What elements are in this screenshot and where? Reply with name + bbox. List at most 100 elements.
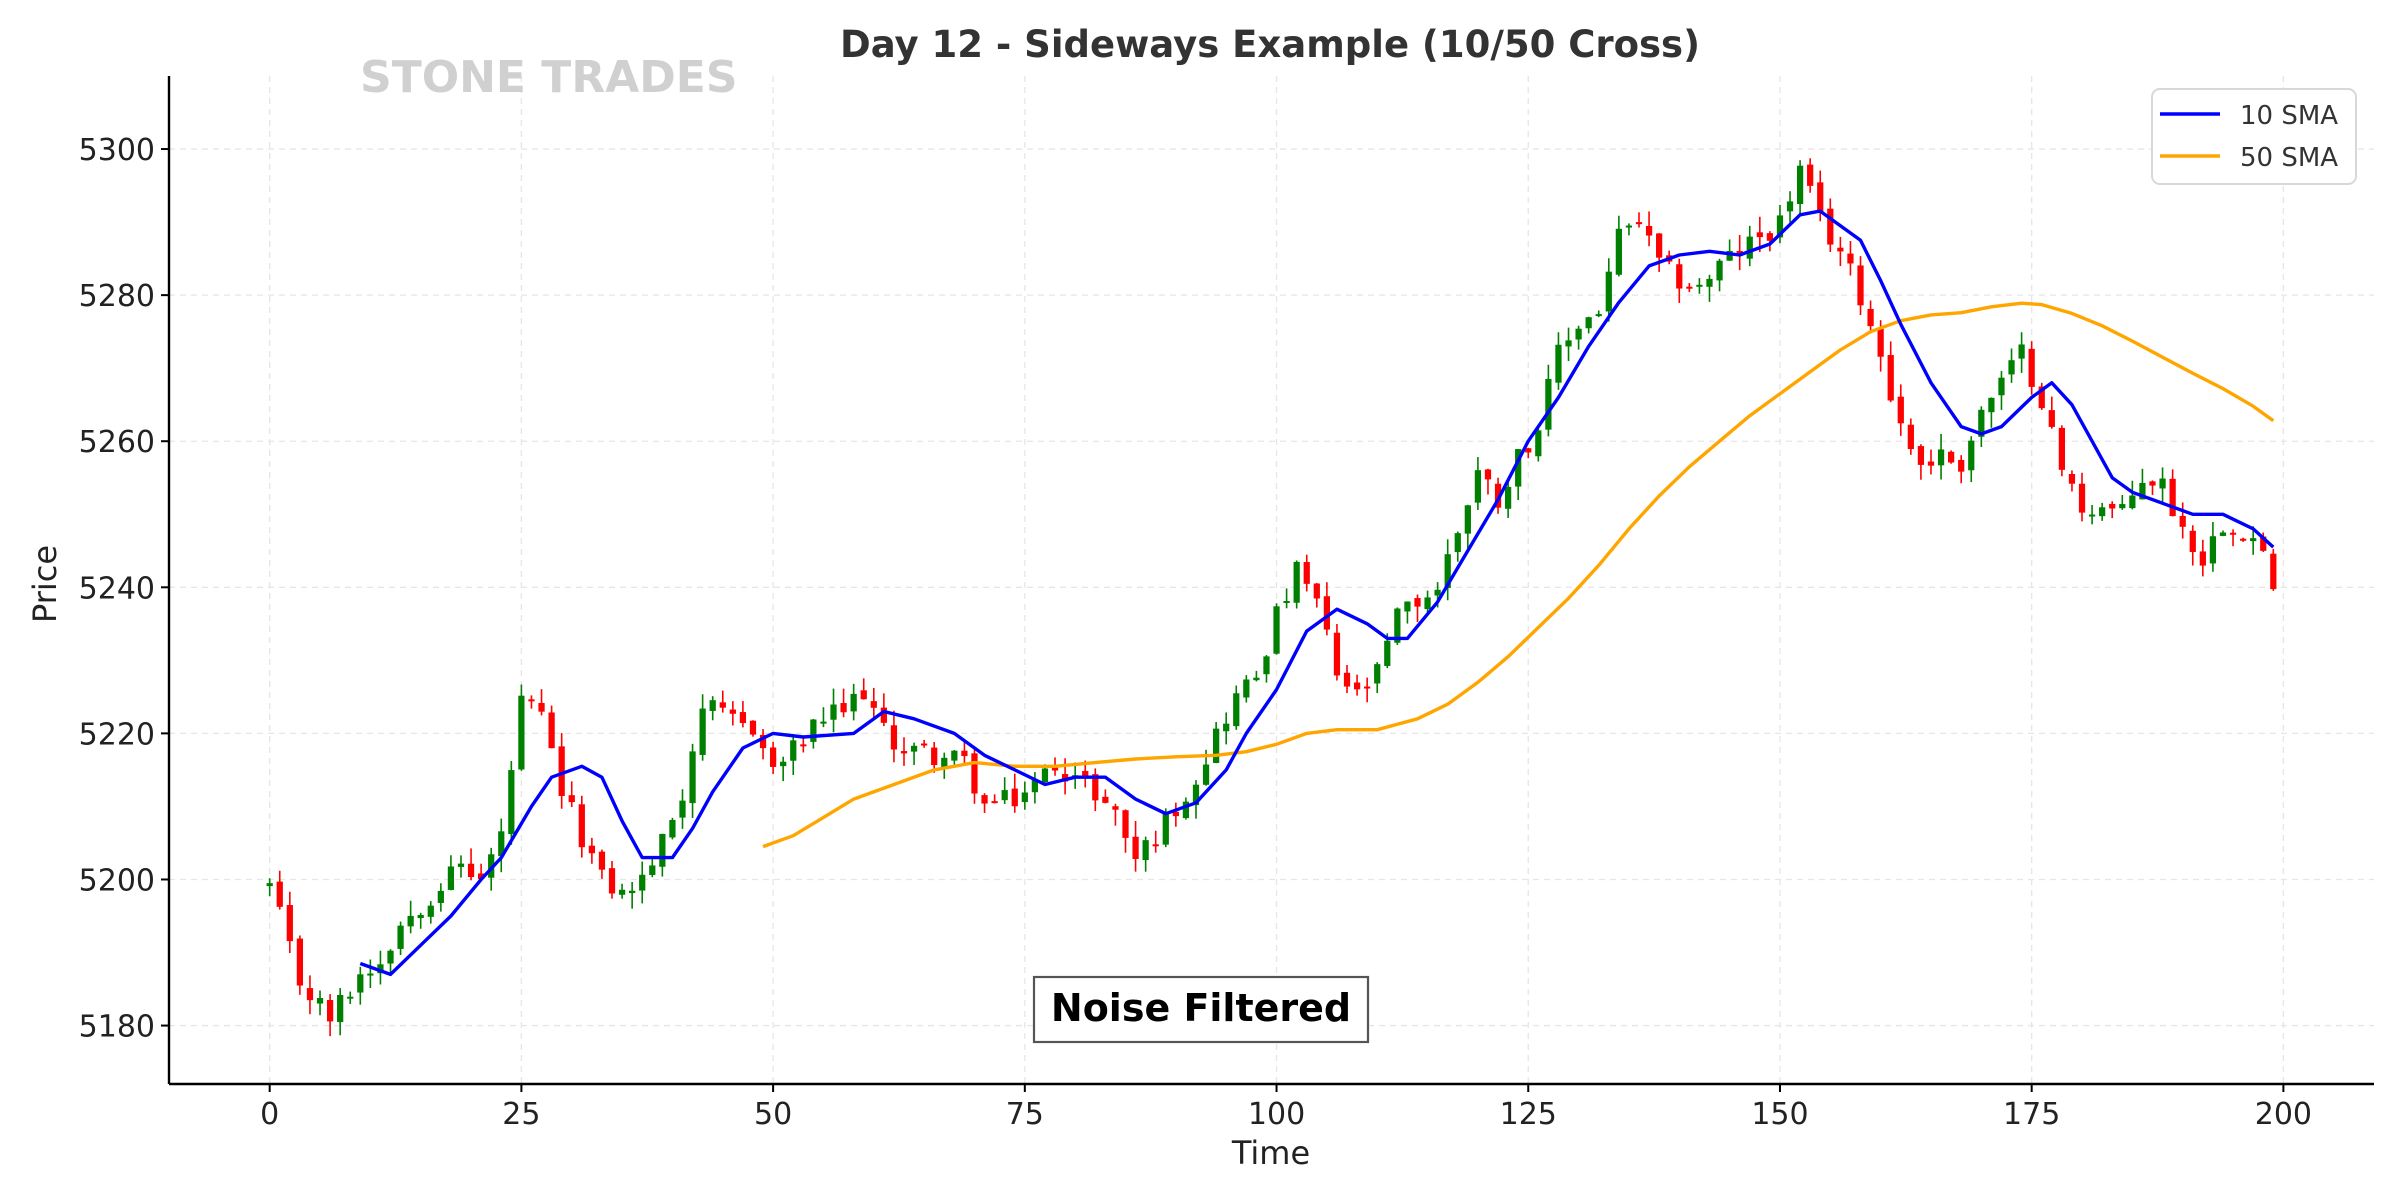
candle-up [820, 721, 827, 724]
candle-down [306, 988, 314, 1001]
candle-down [1887, 355, 1894, 401]
candle-up [1454, 533, 1461, 553]
candle-up [1384, 640, 1391, 666]
candle-down [1867, 308, 1874, 327]
candle-down [578, 804, 585, 848]
candle-down [286, 905, 293, 942]
candle-up [2209, 536, 2217, 564]
candle-up [1937, 449, 1945, 466]
candle-up [1192, 784, 1200, 806]
candle-up [518, 695, 525, 770]
candle-down [961, 750, 968, 757]
candle-up [1565, 340, 1572, 347]
candle-up [910, 745, 918, 752]
candle-up [1706, 278, 1713, 287]
candle-up [508, 770, 515, 835]
candle-down [759, 734, 767, 749]
x-tick-label: 75 [1006, 1097, 1044, 1132]
candle-up [2099, 507, 2106, 517]
candle-down [2058, 427, 2065, 470]
candle-up [1746, 236, 1753, 259]
candle-up [2139, 482, 2146, 500]
candle-up [1998, 377, 2005, 396]
candle-down [1414, 598, 1421, 607]
candle-up [488, 854, 495, 878]
candle-down [1525, 448, 1532, 453]
candle-up [1585, 317, 1592, 329]
candle-up [1263, 656, 1270, 675]
candle-down [1917, 446, 1925, 465]
candle-down [1011, 788, 1018, 807]
candle-down [1656, 233, 1663, 258]
candle-up [2219, 532, 2227, 536]
candle-up [2159, 478, 2166, 489]
candle-up [1605, 271, 1612, 312]
candle-up [367, 973, 374, 976]
candle-up [498, 831, 505, 857]
candle-down [870, 701, 877, 708]
candle-up [1162, 812, 1169, 845]
candle-up [1515, 449, 1522, 487]
candle-down [1807, 164, 1814, 186]
candle-down [2260, 536, 2267, 551]
candle-up [1243, 679, 1250, 698]
candle-up [830, 704, 837, 720]
x-tick-label: 50 [754, 1097, 792, 1132]
candle-down [931, 747, 938, 766]
x-tick-label: 100 [1248, 1097, 1305, 1132]
candle-down [921, 743, 928, 746]
candle-up [1786, 201, 1794, 212]
candle-down [1817, 182, 1824, 213]
candle-up [709, 700, 716, 711]
candle-down [1676, 264, 1683, 289]
candle-down [719, 702, 726, 708]
candle-down [860, 690, 867, 700]
candle-down [991, 801, 998, 804]
candle-down [1082, 770, 1089, 777]
candle-down [1907, 424, 1914, 450]
candle-up [397, 925, 404, 949]
candle-up [1726, 250, 1733, 261]
candle-down [1323, 596, 1330, 630]
candle-down [749, 720, 757, 735]
candle-up [407, 915, 414, 927]
annotation-text: Noise Filtered [1051, 986, 1351, 1030]
candle-up [639, 874, 646, 891]
candle-up [1968, 440, 1975, 471]
candle-up [337, 994, 344, 1023]
candle-up [2129, 495, 2136, 509]
candle-down [890, 725, 898, 750]
candle-up [2119, 504, 2126, 509]
candle-up [1555, 344, 1562, 383]
candle-down [1756, 232, 1763, 238]
candle-up [1434, 589, 1441, 596]
candle-down [1122, 810, 1129, 838]
candle-up [1374, 664, 1381, 684]
candle-up [1142, 840, 1149, 861]
candle-down [2149, 481, 2156, 486]
y-tick-label: 5240 [79, 571, 155, 606]
candle-up [649, 865, 656, 875]
candle-down [2038, 386, 2045, 409]
candle-up [1978, 409, 1985, 437]
candle-up [1001, 790, 1008, 801]
candle-up [1031, 780, 1039, 793]
candle-down [800, 744, 807, 747]
x-tick-label: 0 [260, 1097, 279, 1132]
candle-down [1958, 459, 1965, 472]
candle-up [457, 863, 465, 867]
legend-label-10-sma: 10 SMA [2240, 101, 2338, 131]
candle-down [971, 753, 978, 794]
candle-down [1152, 844, 1159, 847]
candle-down [326, 999, 334, 1022]
candlesticks [266, 158, 2277, 1037]
candle-up [1464, 505, 1471, 534]
legend-label-50-sma: 50 SMA [2240, 143, 2338, 173]
candle-down [528, 699, 535, 702]
candle-up [1283, 601, 1290, 604]
chart-title: Day 12 - Sideways Example (10/50 Cross) [840, 23, 1700, 66]
candle-down [1061, 774, 1069, 782]
candle-down [1333, 632, 1341, 676]
legend: 10 SMA 50 SMA [2151, 88, 2357, 185]
